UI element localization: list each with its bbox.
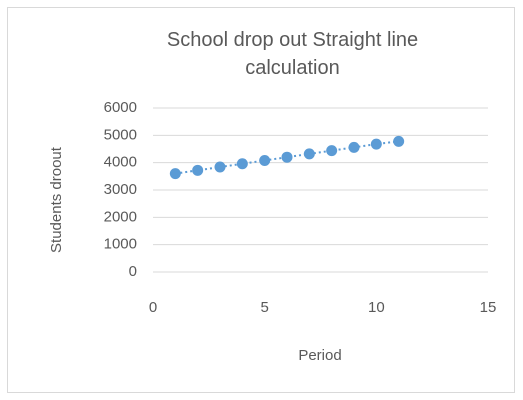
y-tick-label: 4000: [104, 154, 137, 171]
data-point: [236, 158, 248, 170]
data-point: [192, 164, 204, 176]
data-point: [370, 138, 382, 150]
y-tick-label: 2000: [104, 208, 137, 225]
x-tick-label: 0: [149, 299, 157, 316]
x-tick-label: 15: [480, 299, 497, 316]
y-tick-label: 0: [129, 263, 137, 280]
x-axis-label: Period: [298, 347, 341, 364]
data-point: [214, 161, 226, 173]
y-tick-label: 5000: [104, 126, 137, 143]
chart-title: School drop out Straight line calculatio…: [166, 29, 419, 79]
y-tick-label: 1000: [104, 236, 137, 253]
data-point: [281, 151, 293, 163]
data-point: [326, 145, 338, 157]
data-point: [393, 135, 405, 147]
y-tick-label: 6000: [104, 99, 137, 116]
y-tick-label: 3000: [104, 181, 137, 198]
x-tick-label: 10: [368, 299, 385, 316]
x-tick-label: 5: [260, 299, 268, 316]
data-point: [348, 141, 360, 153]
data-point: [169, 168, 181, 180]
y-axis-label: Students droout: [48, 146, 65, 253]
data-point: [259, 154, 271, 166]
data-point: [303, 148, 315, 160]
chart-border: [7, 7, 515, 393]
